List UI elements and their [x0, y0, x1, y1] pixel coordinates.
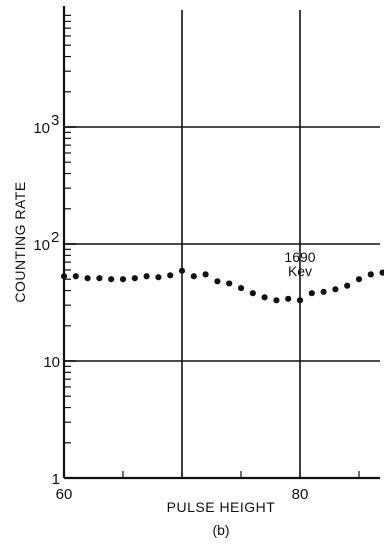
data-point [249, 290, 256, 297]
data-point [344, 282, 351, 289]
data-point [178, 267, 186, 274]
data-point [84, 275, 91, 282]
y-tick-label-1: 1 [52, 471, 60, 488]
data-point [285, 295, 292, 302]
annotation-energy-label: 1690 [284, 249, 315, 265]
data-point [119, 276, 127, 283]
panel-label: (b) [212, 522, 229, 538]
data-point [167, 272, 174, 279]
data-point [202, 271, 209, 278]
data-point [96, 275, 103, 282]
plot-frame [62, 6, 380, 480]
x-tick-label-80: 80 [292, 486, 309, 503]
x-axis-title: PULSE HEIGHT [167, 499, 276, 515]
data-point [72, 273, 79, 280]
data-point [379, 269, 384, 276]
grid-lines [64, 10, 380, 478]
data-points [60, 267, 384, 304]
y-tick-label-1000: 10 [33, 120, 50, 137]
data-point [237, 284, 245, 292]
data-point [332, 286, 339, 293]
data-point [155, 274, 162, 281]
tick-labels: 6080100120110102103 [33, 112, 309, 503]
data-point [214, 278, 221, 285]
y-tick-exponent-100: 2 [51, 229, 59, 246]
data-point [296, 297, 304, 304]
data-point [261, 294, 268, 301]
data-point [131, 275, 138, 282]
data-point [226, 280, 233, 287]
data-point [320, 288, 327, 295]
minor-ticks [64, 14, 360, 479]
x-tick-label-60: 60 [56, 486, 73, 503]
data-point [273, 297, 280, 304]
y-tick-label-10: 10 [43, 354, 60, 371]
y-axis-title: COUNTING RATE [12, 181, 28, 302]
annotation-unit-label: Kev [288, 263, 312, 279]
peak-annotation: 1690 Kev [284, 249, 315, 279]
data-point [308, 290, 315, 297]
data-point [143, 273, 150, 280]
y-tick-label-100: 10 [33, 237, 50, 254]
data-point [190, 273, 197, 280]
y-tick-exponent-1000: 3 [51, 112, 59, 129]
data-point [355, 276, 363, 283]
data-point [367, 271, 374, 278]
data-point [60, 273, 68, 280]
data-point [108, 276, 115, 283]
